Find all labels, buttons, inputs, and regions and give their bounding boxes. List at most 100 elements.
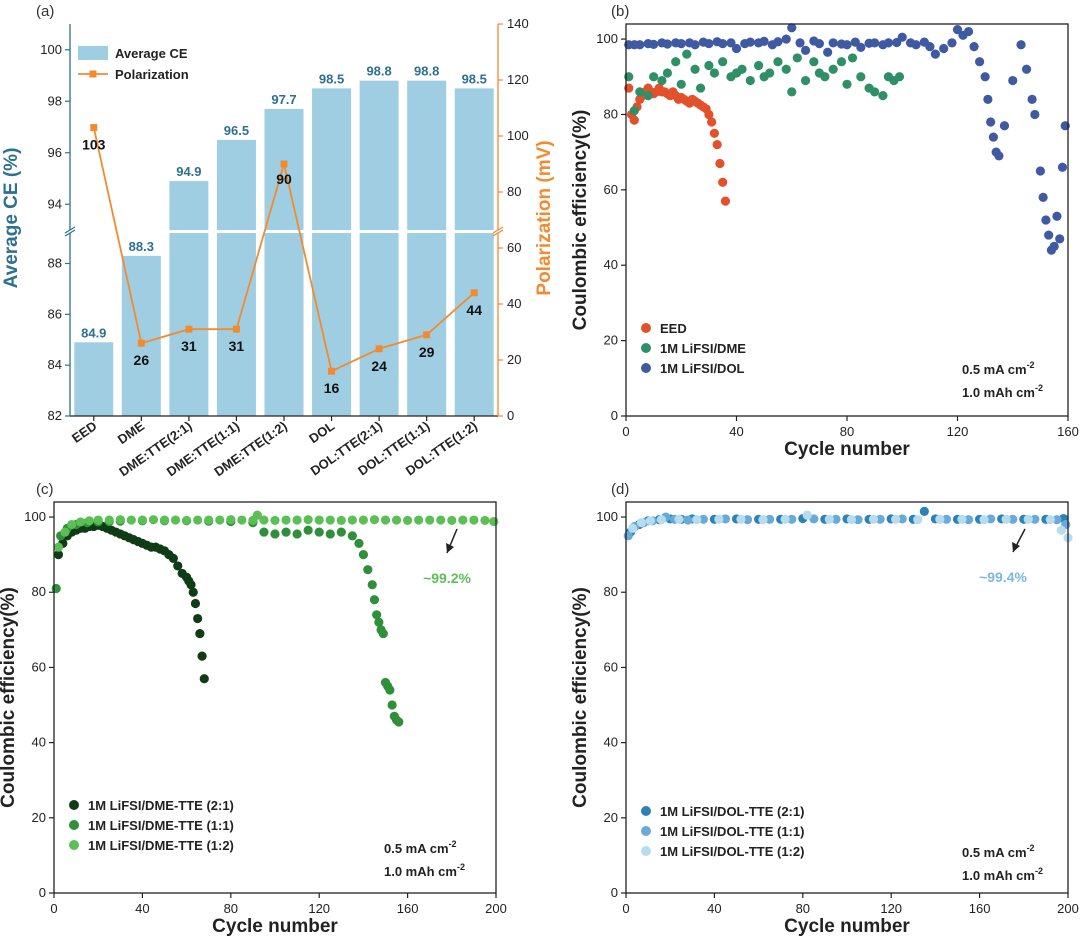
data-point (93, 515, 103, 525)
polarization-marker (185, 325, 193, 333)
y2-tick-label: 80 (507, 184, 521, 199)
legend-label: 1M LiFSI/DOL (660, 361, 745, 376)
data-point (800, 45, 811, 55)
data-point (814, 39, 824, 49)
data-point (718, 39, 728, 49)
data-point (925, 42, 935, 52)
x-tick-label: 0 (50, 901, 57, 916)
x-tick-label: 120 (947, 424, 969, 439)
data-point (363, 565, 373, 575)
data-point (314, 527, 324, 537)
bar-value-label: 98.5 (462, 71, 487, 86)
data-point (170, 515, 181, 525)
data-point (292, 529, 302, 539)
data-point (75, 517, 86, 527)
legend-marker (641, 323, 651, 333)
data-point (963, 26, 974, 37)
y-tick-label: 20 (604, 333, 618, 348)
annotation-text: ~99.4% (979, 569, 1027, 585)
data-point (656, 515, 666, 525)
data-point (800, 75, 811, 86)
panel-a-label: (a) (36, 3, 54, 20)
data-point (781, 34, 791, 44)
data-point (745, 37, 755, 47)
data-point (1035, 166, 1045, 176)
data-point (765, 514, 775, 524)
bar-value-label: 96.5 (224, 123, 249, 138)
data-point (380, 515, 391, 525)
data-point (969, 42, 979, 52)
legend-label: 1M LiFSI/DOL-TTE (1:1) (660, 824, 804, 839)
y-tick-label: 60 (604, 182, 618, 197)
data-point (1044, 230, 1054, 240)
data-point (635, 87, 645, 97)
data-point (712, 140, 722, 150)
condition-text: 1.0 mAh cm-2 (962, 383, 1043, 400)
data-point (391, 515, 402, 525)
data-point (824, 514, 834, 524)
data-point (894, 72, 905, 82)
data-point (999, 121, 1010, 131)
data-point (190, 598, 201, 609)
data-point (292, 515, 302, 525)
data-point (325, 515, 335, 525)
panel-c: (c) 0 40 80 120 160 200 0 20 40 60 80 100 Cycle numb… (0, 481, 507, 937)
data-point (369, 515, 380, 525)
data-point (745, 75, 755, 86)
data-point (1052, 515, 1062, 525)
y2-tick-label: 60 (507, 240, 521, 255)
data-point (182, 515, 192, 526)
data-point (787, 87, 797, 97)
data-point (856, 72, 866, 82)
legend: 1M LiFSI/DOL-TTE (2:1) 1M LiFSI/DOL-TTE (… (641, 804, 804, 859)
legend-average-ce: Average CE (115, 46, 188, 61)
polarization-value-label: 31 (181, 338, 197, 354)
series-eed (624, 83, 731, 206)
y-axis-title: Coulombic efficiency(%) (570, 110, 591, 331)
data-point (714, 514, 724, 524)
data-point (690, 40, 700, 50)
data-point (657, 75, 667, 86)
bar-value-label: 98.5 (319, 71, 344, 86)
legend-label: 1M LiFSI/DME (660, 341, 746, 356)
data-point (704, 109, 714, 120)
y2-tick-label: 100 (507, 128, 529, 143)
data-point (628, 523, 638, 533)
polarization-marker (232, 325, 240, 333)
data-point (1045, 515, 1055, 525)
panel-a-left-axis-title: Average CE (%) (1, 148, 22, 289)
plot-frame (625, 501, 1069, 894)
category-label: EED (69, 418, 100, 446)
panel-a-polarization-line: 103 26 31 31 90 16 24 29 44 (82, 124, 482, 396)
data-point (671, 57, 681, 67)
series-1m-lifsi-dme-tte-2-1- (53, 520, 209, 684)
panel-d-label: (d) (611, 481, 629, 498)
data-point (358, 550, 368, 560)
data-point (458, 515, 468, 525)
data-point (1001, 514, 1011, 524)
series-1m-lifsi-dme (624, 49, 905, 116)
data-point (469, 515, 479, 525)
data-point (270, 515, 280, 526)
x-tick-label: 0 (622, 424, 629, 439)
y-tick-label: 20 (32, 810, 46, 825)
panel-d: (d) 0 40 80 120 160 200 0 20 40 60 80 100 Cycle numb… (570, 481, 1079, 937)
data-point (1008, 75, 1018, 86)
y-tick-label: 96 (48, 145, 62, 160)
y2-tick-label: 140 (507, 16, 529, 31)
data-point (1021, 64, 1032, 74)
data-point (314, 515, 324, 525)
y-tick-label: 0 (611, 408, 618, 423)
x-axis-title: Cycle number (784, 916, 910, 937)
data-point (354, 538, 364, 548)
series-1m-lifsi-dme-tte-1-2- (53, 510, 499, 552)
data-point (698, 514, 708, 524)
y-tick-label: 88 (48, 256, 62, 271)
data-point (629, 115, 639, 125)
y-tick-label: 40 (604, 735, 618, 750)
data-point (792, 53, 802, 63)
data-point (988, 132, 999, 142)
data-point (870, 87, 880, 97)
legend-marker (641, 343, 651, 353)
panel-b: (b) 0 40 80 120 160 0 20 40 60 80 100 Cycle number C… (570, 3, 1079, 460)
